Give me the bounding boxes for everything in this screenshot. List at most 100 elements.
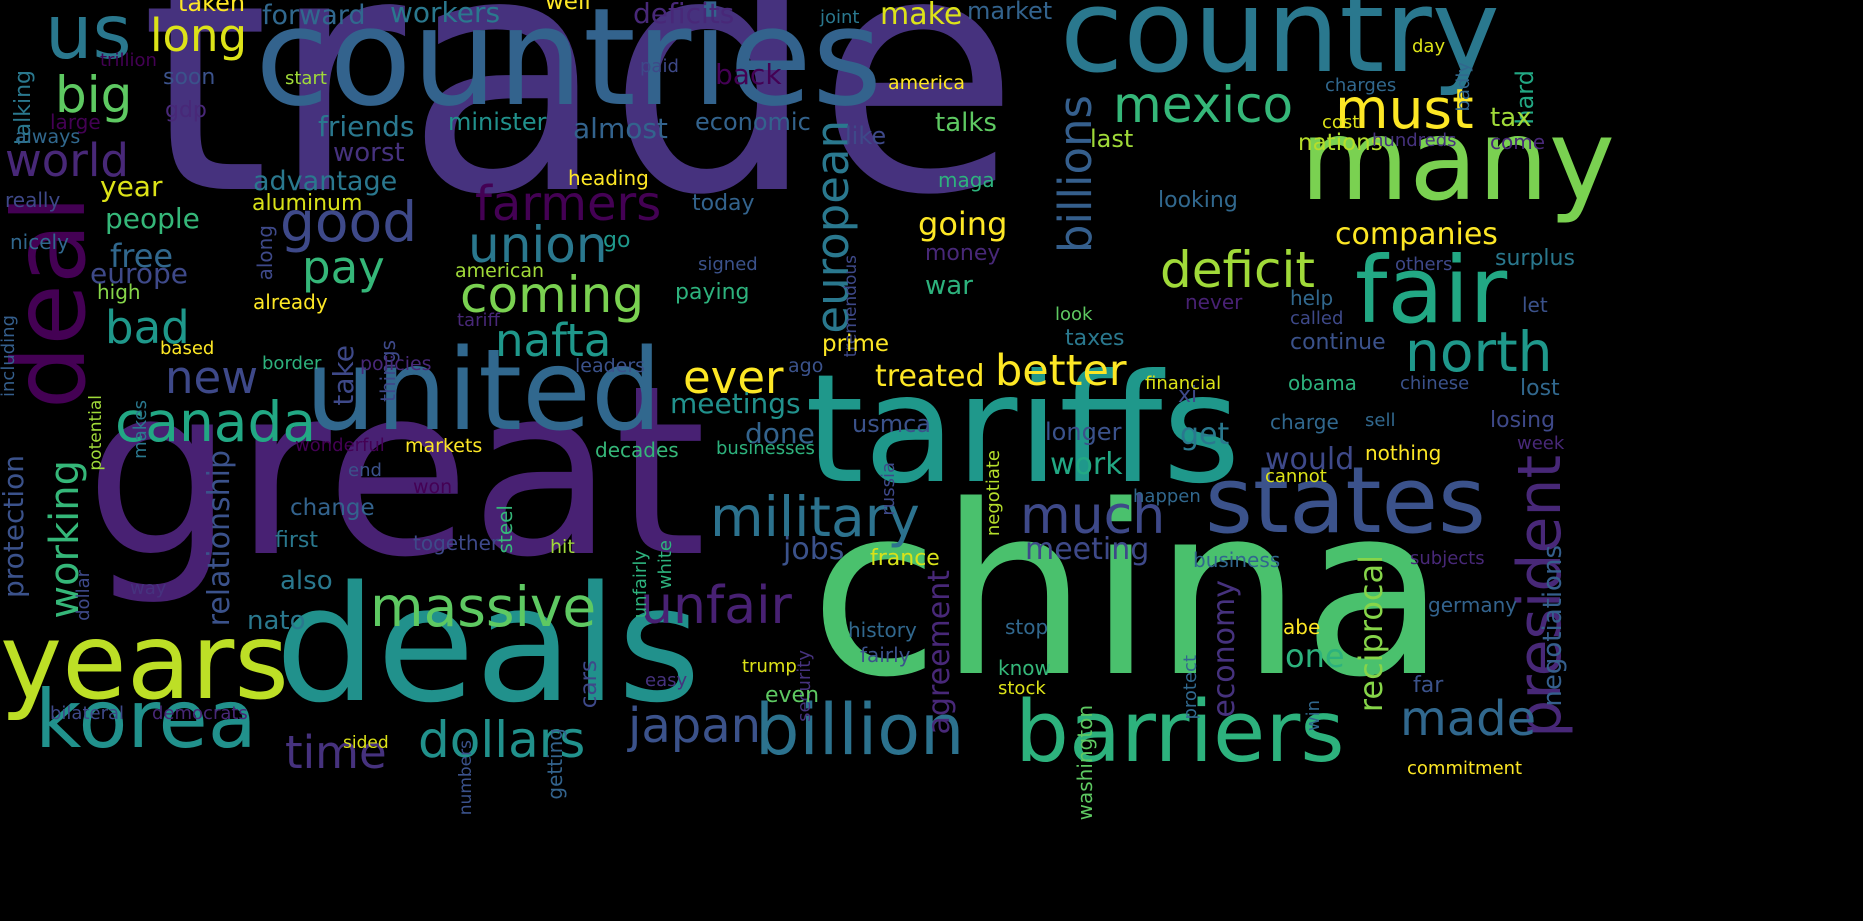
- word-numbers: numbers: [456, 740, 476, 816]
- word-well: well: [545, 0, 591, 15]
- word-war: war: [925, 271, 973, 301]
- word-along: along: [253, 225, 277, 281]
- word-always: always: [15, 126, 81, 148]
- word-way: way: [130, 578, 167, 599]
- word-cost: cost: [1322, 112, 1360, 133]
- word-economy: economy: [1207, 580, 1242, 718]
- word-sell: sell: [1365, 410, 1396, 431]
- word-take: take: [327, 345, 360, 406]
- word-subjects: subjects: [1410, 548, 1485, 569]
- word-including: including: [0, 315, 19, 397]
- word-agreement: agreement: [922, 570, 957, 735]
- word-democrats: democrats: [152, 703, 248, 724]
- word-continue: continue: [1290, 330, 1386, 355]
- word-potential: potential: [86, 395, 106, 471]
- word-must: must: [1335, 77, 1474, 141]
- word-negotiate: negotiate: [983, 450, 1004, 537]
- word-farmers: farmers: [475, 176, 662, 232]
- word-going: going: [918, 205, 1008, 243]
- word-fairly: fairly: [860, 643, 911, 667]
- word-come: come: [1490, 130, 1546, 154]
- word-unfair: unfair: [640, 576, 792, 636]
- word-trillion: trillion: [100, 50, 157, 71]
- word-hundreds: hundreds: [1372, 130, 1457, 151]
- word-cars: cars: [576, 660, 602, 709]
- word-businesses: businesses: [716, 438, 815, 459]
- word-never: never: [1185, 290, 1243, 314]
- word-countries: countries: [255, 0, 883, 136]
- word-white: white: [655, 540, 676, 590]
- word-go: go: [603, 228, 631, 253]
- word-aluminum: aluminum: [252, 191, 363, 216]
- word-companies: companies: [1335, 217, 1498, 252]
- word-one: one: [1285, 637, 1345, 675]
- word-friends: friends: [318, 110, 415, 143]
- word-great: great: [85, 336, 707, 609]
- word-win: win: [1303, 700, 1324, 732]
- word-coming: coming: [460, 266, 645, 324]
- word-russia: russia: [878, 462, 899, 516]
- word-pay: pay: [302, 241, 385, 294]
- word-china: china: [810, 456, 1447, 729]
- word-deals: deals: [275, 551, 701, 738]
- word-taxes: taxes: [1065, 326, 1125, 351]
- word-together: together: [413, 531, 500, 555]
- word-get: get: [1180, 417, 1230, 452]
- word-year: year: [100, 170, 163, 203]
- word-based: based: [160, 338, 215, 359]
- word-help: help: [1290, 286, 1334, 310]
- word-business: business: [1193, 548, 1281, 572]
- word-new: new: [165, 351, 259, 404]
- word-almost: almost: [573, 112, 668, 145]
- word-relationship: relationship: [202, 450, 237, 627]
- word-tariff: tariff: [457, 310, 500, 331]
- word-states: states: [1205, 447, 1486, 554]
- word-forward: forward: [262, 0, 366, 31]
- word-cannot: cannot: [1265, 466, 1327, 487]
- word-financial: financial: [1145, 373, 1222, 394]
- word-work: work: [1050, 447, 1123, 482]
- word-taken: taken: [178, 0, 246, 17]
- word-let: let: [1522, 293, 1548, 317]
- word-germany: germany: [1428, 593, 1518, 617]
- word-gdp: gdp: [165, 98, 207, 123]
- word-first: first: [275, 528, 318, 553]
- word-workers: workers: [390, 0, 501, 29]
- word-good: good: [280, 190, 418, 254]
- word-charges: charges: [1325, 75, 1397, 96]
- word-billions: billions: [1049, 95, 1102, 254]
- word-leaders: leaders: [575, 355, 646, 377]
- word-canada: canada: [115, 390, 317, 454]
- word-xi: xi: [1178, 383, 1198, 408]
- word-makes: makes: [130, 400, 151, 459]
- word-paid: paid: [640, 56, 679, 77]
- word-getting: getting: [543, 728, 567, 800]
- word-military: military: [710, 485, 920, 549]
- word-nations: nations: [1298, 130, 1383, 156]
- word-many: many: [1300, 96, 1615, 226]
- word-look: look: [1055, 304, 1093, 325]
- word-easy: easy: [645, 670, 688, 691]
- word-large: large: [50, 110, 101, 134]
- word-free: free: [110, 237, 174, 275]
- word-trade: trade: [140, 0, 1020, 267]
- word-years: years: [0, 601, 289, 723]
- word-advantage: advantage: [253, 166, 398, 197]
- word-also: also: [280, 566, 333, 596]
- word-europe: europe: [90, 257, 188, 290]
- word-protect: protect: [1180, 655, 1201, 720]
- word-deficits: deficits: [633, 0, 735, 30]
- word-world: world: [5, 134, 129, 187]
- word-losing: losing: [1490, 408, 1556, 433]
- word-change: change: [290, 495, 375, 521]
- word-others: others: [1395, 254, 1453, 275]
- word-us: us: [45, 0, 132, 76]
- word-done: done: [745, 417, 815, 450]
- word-jobs: jobs: [783, 532, 845, 567]
- word-maga: maga: [938, 168, 995, 192]
- word-commitment: commitment: [1407, 758, 1523, 779]
- word-better: better: [995, 346, 1127, 396]
- word-joint: joint: [820, 7, 860, 28]
- word-economic: economic: [695, 108, 811, 136]
- word-sided: sided: [343, 733, 389, 753]
